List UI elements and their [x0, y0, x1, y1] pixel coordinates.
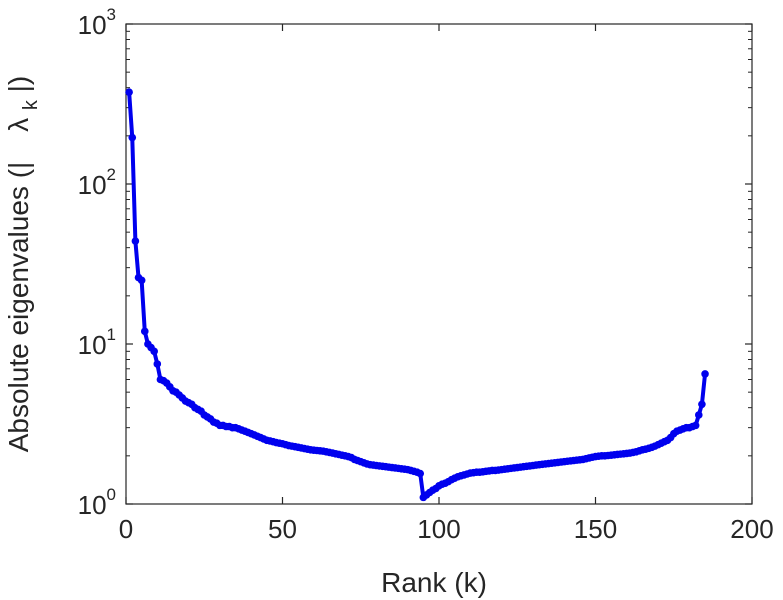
- y-tick-label: 102: [78, 165, 116, 200]
- y-tick-label: 101: [78, 325, 116, 360]
- x-axis-label: Rank (k): [381, 567, 487, 598]
- y-tick-label: 100: [78, 485, 116, 520]
- data-point: [150, 347, 158, 356]
- data-point: [140, 327, 149, 336]
- x-tick-label: 200: [730, 514, 773, 544]
- x-axis-ticks: 0 50 100 150 200: [119, 24, 774, 544]
- x-tick-label: 50: [268, 514, 297, 544]
- data-point: [125, 88, 133, 96]
- data-point: [137, 276, 146, 285]
- data-point: [128, 133, 137, 142]
- x-tick-label: 150: [574, 514, 617, 544]
- plot-area: [125, 23, 753, 505]
- data-point: [416, 469, 425, 478]
- data-point: [691, 421, 700, 430]
- data-point: [701, 370, 709, 378]
- y-axis-label: Absolute eigenvalues (| λ k |): [3, 76, 43, 453]
- y-tick-label: 103: [78, 5, 116, 40]
- y-axis-ticks: 100 101 102 103: [78, 5, 752, 520]
- y-axis-label-lambda: λ: [3, 118, 34, 132]
- y-axis-label-suffix: |): [3, 76, 34, 93]
- y-axis-label-prefix: Absolute eigenvalues (|: [3, 162, 34, 453]
- data-point: [153, 360, 162, 368]
- x-tick-label: 100: [417, 514, 460, 544]
- data-point: [131, 237, 140, 245]
- y-axis-label-subscript: k: [20, 99, 42, 110]
- data-point: [694, 411, 703, 419]
- data-point: [698, 400, 706, 409]
- series-layer: [125, 88, 709, 502]
- x-tick-label: 0: [119, 514, 133, 544]
